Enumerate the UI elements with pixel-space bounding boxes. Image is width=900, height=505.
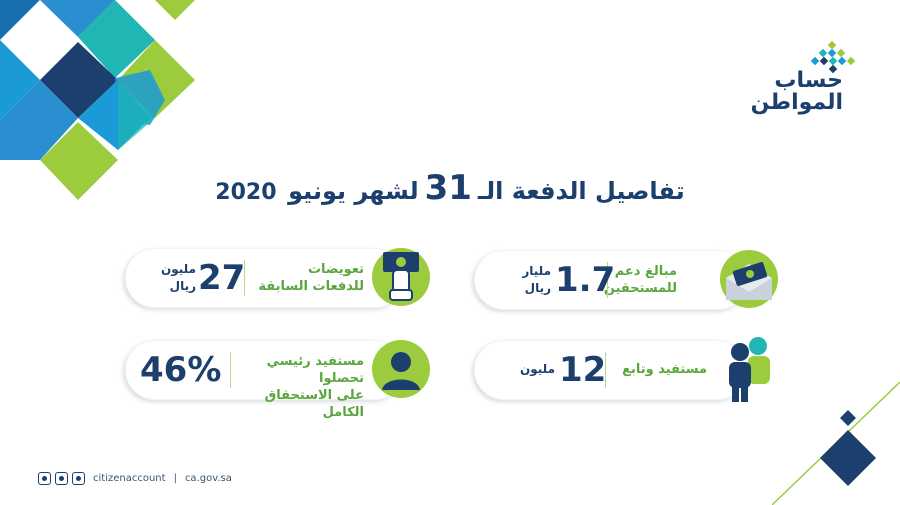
footer-separator: | <box>173 473 177 484</box>
stat-label: تعويضات للدفعات السابقة <box>258 262 364 294</box>
logo-text-line1: حساب <box>774 68 843 93</box>
stat-label: مستفيد رئيسي تحصلوا على الاستحقاق الكامل <box>264 354 364 420</box>
instagram-icon[interactable] <box>55 472 68 485</box>
stat-unit: مليار ريال <box>522 264 551 295</box>
decorative-diamond-pattern <box>0 0 195 200</box>
stat-value: 12 <box>559 350 607 390</box>
logo-text-line2: المواطن <box>750 90 843 115</box>
stat-unit: مليون <box>520 362 555 376</box>
decorative-corner-diamond <box>772 382 900 505</box>
stat-card-support: مبالغ دعم للمستحقين 1.7 مليار ريال <box>474 250 748 310</box>
divider <box>605 352 606 388</box>
person-icon <box>372 340 430 398</box>
title-text-part2: لشهر يونيو <box>288 177 419 205</box>
title-payment-number: 31 <box>424 168 472 208</box>
stat-label: مستفيد وتابع <box>622 362 707 377</box>
divider <box>607 262 608 298</box>
people-group-icon <box>729 337 770 402</box>
youtube-icon[interactable] <box>72 472 85 485</box>
twitter-icon[interactable] <box>38 472 51 485</box>
money-envelope-icon <box>720 250 778 308</box>
logo-diamond-dots-icon <box>811 40 856 74</box>
stat-card-beneficiaries: مستفيد وتابع 12 مليون <box>474 340 748 400</box>
website-link[interactable]: ca.gov.sa <box>184 473 232 484</box>
divider <box>244 260 245 296</box>
hand-banknote-icon <box>372 248 430 306</box>
stat-value: 27 <box>198 258 246 298</box>
stat-card-full-entitlement: مستفيد رئيسي تحصلوا على الاستحقاق الكامل… <box>125 340 405 420</box>
citizen-account-logo: حساب المواطن <box>735 40 865 120</box>
page-title: تفاصيل الدفعة الـ31لشهر يونيو 2020 <box>0 168 900 208</box>
title-text-part1: تفاصيل الدفعة الـ <box>477 177 685 205</box>
divider <box>230 352 231 388</box>
stat-card-compensation: تعويضات للدفعات السابقة 27 مليون ريال <box>125 248 405 308</box>
stat-value: 1.7 <box>555 260 616 300</box>
footer-social: citizenaccount | ca.gov.sa <box>38 472 232 485</box>
social-handle[interactable]: citizenaccount <box>93 473 166 484</box>
stat-label: مبالغ دعم للمستحقين <box>603 264 677 296</box>
stat-unit: مليون ريال <box>161 262 196 293</box>
title-year: 2020 <box>215 180 277 205</box>
stat-value: 46% <box>140 350 222 390</box>
